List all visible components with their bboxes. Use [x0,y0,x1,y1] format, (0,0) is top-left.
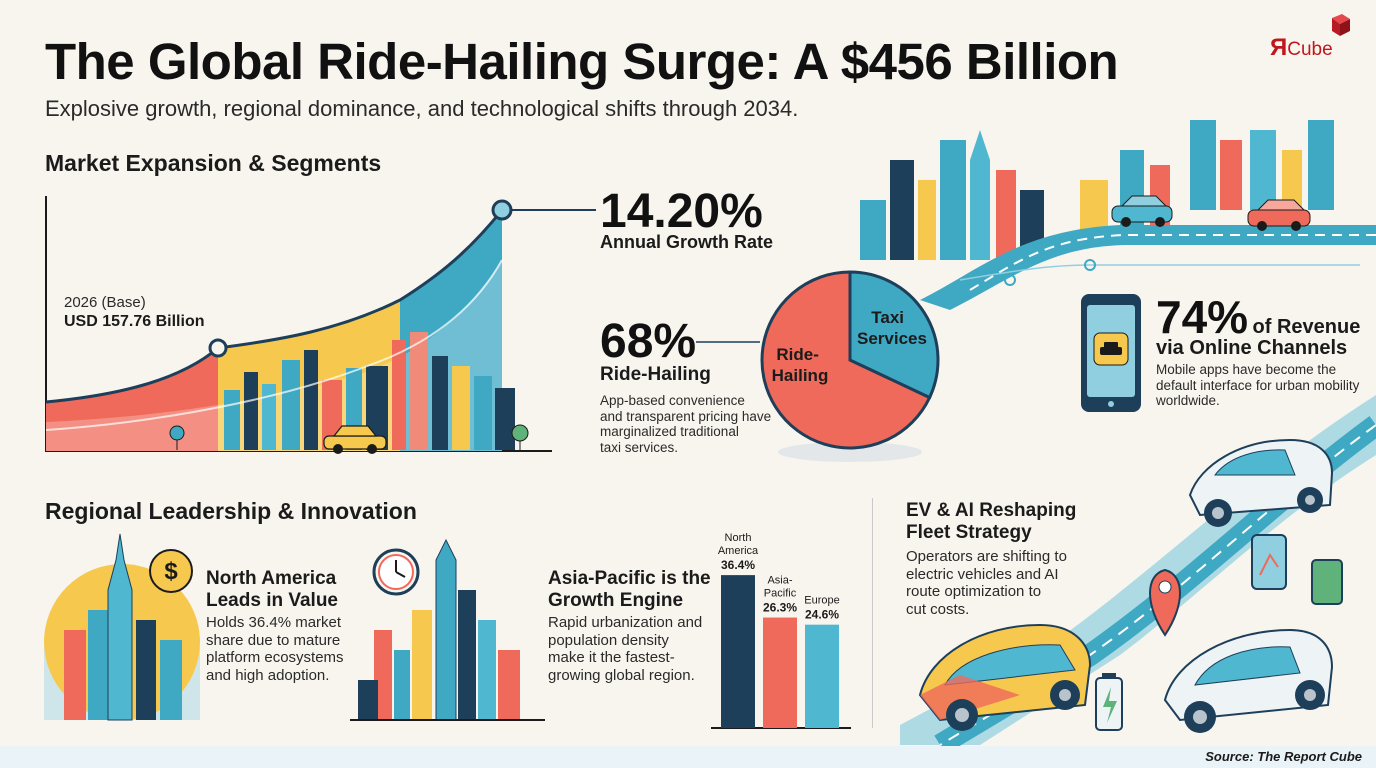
base-year-marker [208,338,228,358]
page-title: The Global Ride-Hailing Surge: A $456 Bi… [45,33,1119,90]
ride-hailing-share-value: 68% [600,315,697,368]
tree-icons [169,424,529,450]
ev-road-illustration [900,395,1376,755]
battery-charge-icon [1095,673,1123,731]
bar-category-label: America [718,545,759,557]
bar-value-label: 36.4% [721,558,755,572]
online-share-suffix: of Revenue [1252,316,1361,338]
ev-coral-car-icon [918,623,1092,731]
pie-slice-taxi-services [848,270,940,400]
north-america-city-illustration [44,533,200,721]
ride-hailing-label: Ride-Hailing [600,364,711,385]
svg-text:Ride- Hailing: Ride- Hailing [772,345,829,385]
bar-category-label: North [725,532,752,544]
end-year-marker [491,199,513,221]
white-car-top-icon [1188,438,1334,527]
online-share-value: 74% [1156,291,1249,343]
section-divider [872,498,873,728]
charging-phone-icon [1311,559,1343,605]
white-car-bottom-icon [1163,628,1334,733]
base-value-label: USD 157.76 Billion [64,313,205,330]
bar-category-label: Pacific [764,588,797,600]
phone-map-icon [1251,534,1287,590]
north-america-title: North America Leads in Value [206,568,338,611]
city-skyline-top [860,120,1334,260]
pie-slice-ride-hailing [760,270,932,450]
pie-label-ride-line1: Ride- [776,345,819,364]
asia-pacific-description: Rapid urbanization and population densit… [548,614,703,684]
growth-area-chart [45,196,596,454]
logo-label: ЯCube [1270,34,1333,61]
north-america-description: Holds 36.4% market share due to mature p… [206,614,344,684]
bar-europe [805,624,839,728]
car-coral-icon [1247,199,1311,231]
car-blue-icon [1111,195,1173,227]
taxi-car-icon [323,425,387,454]
segment-pie-chart: Ride- Hailing Taxi Services [696,270,940,462]
bar-value-label: 26.3% [763,601,797,615]
growth-rate-value: 14.20% [600,185,763,238]
ev-ai-title: EV & AI Reshaping Fleet Strategy [906,500,1077,543]
growth-curve [45,209,504,404]
page-subtitle: Explosive growth, regional dominance, an… [45,96,799,121]
bar-category-label: Europe [804,595,839,607]
cube-icon [1332,14,1350,36]
online-share: 74% of Revenue [1156,290,1360,344]
svg-text:$: $ [164,558,178,585]
base-year-label: 2026 (Base) [64,294,146,311]
bar-asia-pacific [763,617,797,728]
road-band [920,225,1376,310]
pie-label-taxi-line1: Taxi [871,308,904,327]
city-road-illustration [860,120,1376,310]
ride-hailing-description: App-based convenience and transparent pr… [600,393,772,455]
growth-rate-label: Annual Growth Rate [600,232,774,252]
asia-pacific-title: Asia-Pacific is the Growth Engine [548,568,711,611]
asia-pacific-city-illustration [350,538,545,721]
skyline-illustration [224,332,515,450]
area-band-coral [46,348,218,451]
regional-section-heading: Regional Leadership & Innovation [45,498,417,524]
ev-ai-description: Operators are shifting to electric vehic… [906,548,1067,618]
online-description: Mobile apps have become the default inte… [1156,362,1360,408]
source-credit: Source: The Report Cube [1205,749,1362,764]
pie-label-taxi-line2: Services [857,329,927,348]
dollar-coin-icon: $ [149,549,193,593]
market-section-heading: Market Expansion & Segments [45,150,382,176]
online-channels-label: via Online Channels [1156,337,1348,359]
pie-label-ride-line2: Hailing [772,366,829,385]
footer-bar [0,746,1376,768]
bar-category-label: Asia- [767,575,792,587]
report-cube-logo: ЯCube [1270,14,1360,64]
map-pin-icon [1149,568,1181,637]
bar-value-label: 24.6% [805,608,839,622]
bar-north-america [721,575,755,728]
smartphone-taxi-app-icon [1081,294,1141,412]
svg-text:Taxi Services: Taxi Services [857,308,927,348]
